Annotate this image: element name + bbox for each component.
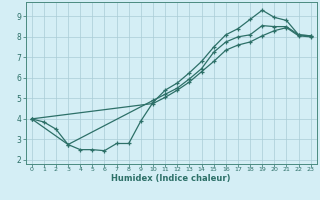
- X-axis label: Humidex (Indice chaleur): Humidex (Indice chaleur): [111, 174, 231, 183]
